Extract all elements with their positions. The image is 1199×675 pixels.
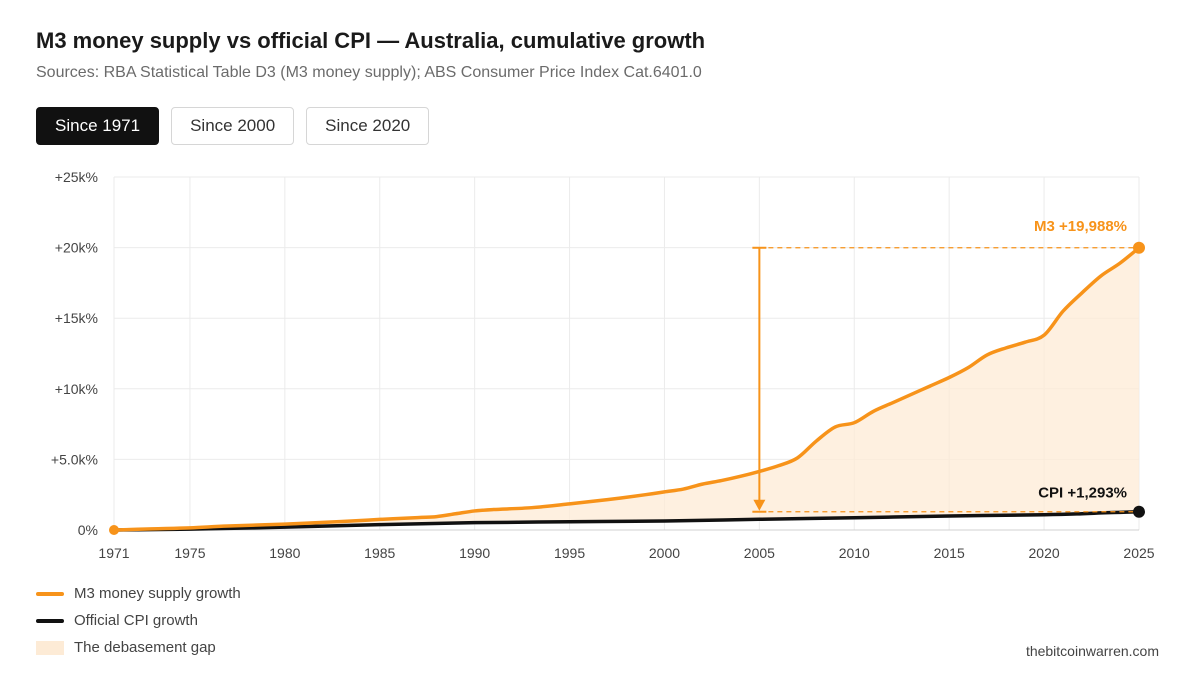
gap-arrow-head bbox=[753, 499, 766, 511]
x-tick-label: 1990 bbox=[459, 545, 490, 561]
x-tick-label: 2015 bbox=[934, 545, 965, 561]
y-tick-label: +10k% bbox=[55, 381, 98, 397]
chart-subtitle: Sources: RBA Statistical Table D3 (M3 mo… bbox=[36, 64, 702, 81]
x-tick-label: 2025 bbox=[1123, 545, 1154, 561]
x-tick-label: 1985 bbox=[364, 545, 395, 561]
y-tick-label: +15k% bbox=[55, 310, 98, 326]
legend-label-cpi: Official CPI growth bbox=[74, 612, 198, 629]
tab-since-2000[interactable]: Since 2000 bbox=[171, 107, 295, 145]
legend-item-cpi: Official CPI growth bbox=[36, 607, 241, 634]
cpi-legend-swatch bbox=[36, 618, 64, 623]
m3-legend-swatch bbox=[36, 591, 64, 596]
cpi-end-label: CPI +1,293% bbox=[1038, 485, 1127, 502]
debasement-gap-area bbox=[114, 247, 1139, 530]
legend-label-m3: M3 money supply growth bbox=[74, 585, 241, 602]
x-tick-label: 2005 bbox=[744, 545, 775, 561]
legend-label-gap: The debasement gap bbox=[74, 639, 216, 656]
x-tick-label: 1971 bbox=[98, 545, 129, 561]
x-tick-label: 1975 bbox=[174, 545, 205, 561]
range-tabs: Since 1971 Since 2000 Since 2020 bbox=[36, 107, 430, 145]
y-tick-label: 0% bbox=[78, 522, 98, 538]
x-tick-label: 1995 bbox=[554, 545, 585, 561]
tab-since-1971[interactable]: Since 1971 bbox=[36, 107, 160, 145]
line-chart: 1971 1975 1980 1985 1990 1995 2000 2005 2010 2015… bbox=[51, 169, 1155, 561]
y-tick-label: +20k% bbox=[55, 240, 98, 256]
cpi-end-marker bbox=[1133, 505, 1145, 518]
y-tick-label: +5.0k% bbox=[51, 451, 98, 467]
cpi-line bbox=[112, 509, 1141, 532]
legend: M3 money supply growth Official CPI grow… bbox=[36, 580, 241, 661]
m3-line bbox=[112, 246, 1141, 532]
legend-item-m3: M3 money supply growth bbox=[36, 580, 241, 607]
legend-item-gap: The debasement gap bbox=[36, 634, 241, 661]
tab-since-2020[interactable]: Since 2020 bbox=[306, 107, 430, 145]
x-tick-label: 2000 bbox=[649, 545, 680, 561]
x-tick-label: 1980 bbox=[269, 545, 300, 561]
y-tick-label: +25k% bbox=[55, 169, 98, 185]
x-axis: 1971 1975 1980 1985 1990 1995 2000 2005 2010 2015… bbox=[98, 529, 1155, 561]
gap-legend-swatch bbox=[36, 640, 64, 655]
x-tick-label: 2010 bbox=[839, 545, 870, 561]
x-tick-label: 2020 bbox=[1029, 545, 1060, 561]
m3-start-marker bbox=[109, 525, 119, 535]
y-axis: 0% +5.0k% +10k% +15k% +20k% +25k% bbox=[51, 169, 98, 538]
footer-credit: thebitcoinwarren.com bbox=[1025, 643, 1159, 659]
m3-end-marker bbox=[1133, 241, 1145, 254]
annotations: M3 +19,988% CPI +1,293% bbox=[109, 218, 1145, 535]
m3-end-label: M3 +19,988% bbox=[1034, 218, 1127, 235]
chart-title: M3 money supply vs official CPI — Austra… bbox=[36, 28, 706, 53]
